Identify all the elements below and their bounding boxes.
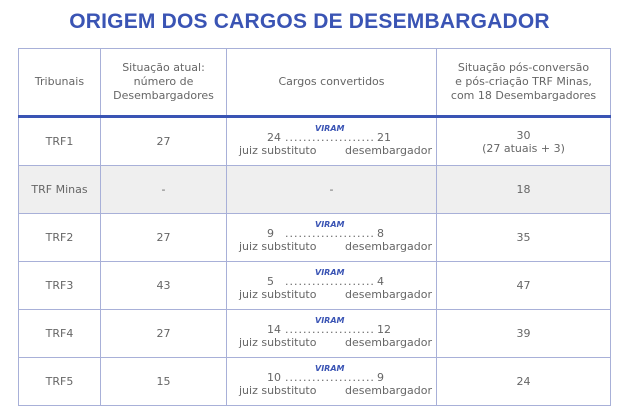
conversion-cell: 5 ...................... VIRAM 4 juiz su… [226,261,437,310]
to-count: 9 [377,370,384,384]
viram-label: VIRAM [315,267,345,277]
tribunal-cell: TRF Minas [18,165,101,214]
from-count: 9 [267,226,274,240]
conversion-cell: 14 ...................... VIRAM 12 juiz … [226,309,437,358]
tribunal-cell: TRF1 [18,116,101,166]
header-situacao-atual: Situação atual: número de Desembargadore… [100,48,227,118]
conversion-cell: 24 ...................... VIRAM 21 juiz … [226,116,437,166]
tribunal-cell: TRF2 [18,213,101,262]
viram-label: VIRAM [315,219,345,229]
header-situacao-atual-line1: Situação atual: [122,61,205,74]
from-count: 5 [267,274,274,288]
to-count: 8 [377,226,384,240]
to-label: desembargador [345,335,432,349]
page-title: ORIGEM DOS CARGOS DE DESEMBARGADOR [69,10,550,33]
conversion-cell: 9 ...................... VIRAM 8 juiz su… [226,213,437,262]
tribunal-cell: TRF4 [18,309,101,358]
header-situacao-pos-line2: e pós-criação TRF Minas, [455,75,592,88]
pos-cell: 35 [436,213,611,262]
from-label: juiz substituto [239,287,317,301]
dotted-leader: ...................... [285,274,373,288]
cargos-table: Tribunais Situação atual: número de Dese… [18,48,611,406]
pos-cell: 18 [436,165,611,214]
to-count: 21 [377,130,391,144]
conversion-arrow: 24 ...................... VIRAM 21 juiz … [227,119,436,165]
header-situacao-atual-line2: número de [133,75,194,88]
from-label: juiz substituto [239,143,317,157]
header-row: Tribunais Situação atual: número de Dese… [18,48,611,118]
from-count: 24 [267,130,281,144]
viram-label: VIRAM [315,315,345,325]
dotted-leader: ...................... [285,370,373,384]
pos-cell: 39 [436,309,611,358]
table-row: TRF3 43 5 ...................... VIRAM 4… [18,261,611,310]
atual-cell: 27 [100,213,227,262]
to-count: 4 [377,274,384,288]
pos-cell: 24 [436,357,611,406]
conversion-arrow: 10 ...................... VIRAM 9 juiz s… [227,359,436,405]
table-row: TRF4 27 14 ...................... VIRAM … [18,309,611,358]
to-label: desembargador [345,143,432,157]
conversion-arrow: 9 ...................... VIRAM 8 juiz su… [227,215,436,261]
table-row: TRF2 27 9 ...................... VIRAM 8… [18,213,611,262]
pos-note: (27 atuais + 3) [482,141,565,155]
pos-cell: 30 (27 atuais + 3) [436,116,611,166]
atual-cell: 27 [100,309,227,358]
from-label: juiz substituto [239,335,317,349]
header-situacao-atual-line3: Desembargadores [113,89,214,102]
atual-cell: 27 [100,116,227,166]
dotted-leader: ...................... [285,322,373,336]
to-label: desembargador [345,383,432,397]
conversion-arrow: 5 ...................... VIRAM 4 juiz su… [227,263,436,309]
from-label: juiz substituto [239,383,317,397]
from-label: juiz substituto [239,239,317,253]
viram-label: VIRAM [315,123,345,133]
atual-cell: 43 [100,261,227,310]
tribunal-cell: TRF5 [18,357,101,406]
conversion-cell: 10 ...................... VIRAM 9 juiz s… [226,357,437,406]
dotted-leader: ...................... [285,226,373,240]
table-row: TRF5 15 10 ...................... VIRAM … [18,357,611,406]
header-situacao-pos-line3: com 18 Desembargadores [450,89,597,102]
table-row: TRF1 27 24 ...................... VIRAM … [18,116,611,166]
atual-cell: 15 [100,357,227,406]
table-row: TRF Minas - - 18 [18,165,611,214]
dotted-leader: ...................... [285,130,373,144]
from-count: 10 [267,370,281,384]
to-label: desembargador [345,287,432,301]
conversion-arrow: 14 ...................... VIRAM 12 juiz … [227,311,436,357]
tribunal-cell: TRF3 [18,261,101,310]
header-tribunais: Tribunais [18,48,101,118]
pos-value: 30 [516,128,531,142]
pos-cell: 47 [436,261,611,310]
header-situacao-pos-line1: Situação pós-conversão [457,61,590,74]
conversion-cell: - [226,165,437,214]
header-cargos-convertidos: Cargos convertidos [226,48,437,118]
viram-label: VIRAM [315,363,345,373]
header-situacao-pos: Situação pós-conversão e pós-criação TRF… [436,48,611,118]
to-count: 12 [377,322,391,336]
to-label: desembargador [345,239,432,253]
from-count: 14 [267,322,281,336]
atual-cell: - [100,165,227,214]
